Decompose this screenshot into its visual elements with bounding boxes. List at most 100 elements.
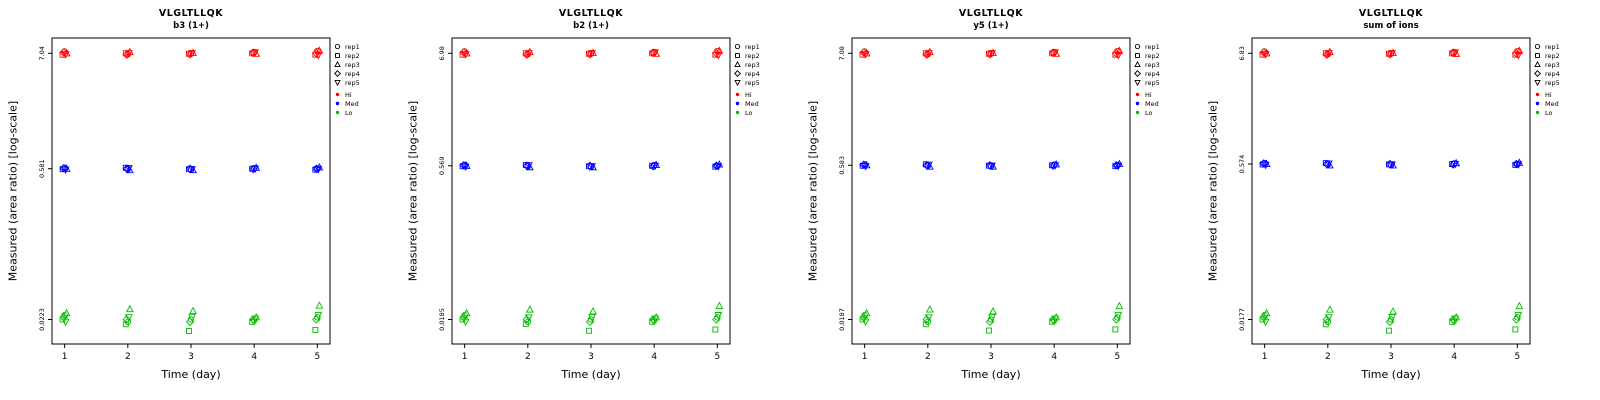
- legend-label: rep5: [1545, 78, 1560, 87]
- svg-text:3: 3: [188, 352, 194, 362]
- legend-label: Med: [345, 99, 359, 108]
- dot-icon: [1535, 110, 1540, 115]
- dot-icon: [735, 92, 740, 97]
- circle-icon: [734, 43, 741, 50]
- svg-text:2: 2: [925, 352, 931, 362]
- svg-text:4: 4: [651, 352, 657, 362]
- series-Hi: [1259, 46, 1524, 60]
- square-icon: [735, 53, 740, 58]
- legend-label: Med: [1145, 99, 1159, 108]
- square-icon: [1135, 53, 1140, 58]
- plot-legend: rep1 rep2 rep3 rep4 rep5 Hi Med Lo: [733, 42, 760, 117]
- svg-text:7.08: 7.08: [838, 46, 846, 60]
- legend-item-hi: Hi: [1133, 90, 1160, 99]
- legend-label: Hi: [1145, 90, 1152, 99]
- dot-icon: [1135, 110, 1140, 115]
- panel-title: VLGLTLLQK: [158, 8, 224, 19]
- svg-text:0.574: 0.574: [1238, 155, 1246, 174]
- triangle-up-icon: [1534, 60, 1541, 67]
- x-axis-ticks: 1 2 3 4 5: [862, 344, 1120, 362]
- legend-label: rep4: [345, 69, 360, 78]
- diamond-icon: [334, 70, 341, 77]
- legend-item-rep1: rep1: [733, 42, 760, 51]
- legend-item-rep3: rep3: [333, 60, 360, 69]
- series-Lo: [59, 301, 324, 334]
- legend-item-rep1: rep1: [1133, 42, 1160, 51]
- dot-icon: [1135, 92, 1140, 97]
- diamond-icon: [1534, 70, 1541, 77]
- svg-text:5: 5: [1514, 352, 1520, 362]
- triangle-up-icon: [734, 60, 741, 67]
- dot-icon: [1535, 92, 1540, 97]
- svg-text:1: 1: [62, 352, 68, 362]
- circle-icon: [1134, 43, 1141, 50]
- panel-subtitle: y5 (1+): [973, 21, 1009, 31]
- y-axis-ticks: 7.08 0.583 0.0187: [838, 46, 852, 331]
- dot-icon: [335, 92, 340, 97]
- legend-label: Lo: [1545, 108, 1553, 117]
- legend-item-med: Med: [333, 99, 360, 108]
- svg-text:4: 4: [251, 352, 257, 362]
- x-axis-label: Time (day): [961, 368, 1021, 381]
- legend-label: rep1: [745, 42, 760, 51]
- legend-item-rep2: rep2: [333, 51, 360, 60]
- svg-text:0.0185: 0.0185: [438, 308, 446, 331]
- series-Med: [59, 162, 324, 175]
- svg-text:6.83: 6.83: [1238, 46, 1246, 60]
- legend-item-rep5: rep5: [1133, 78, 1160, 87]
- svg-text:1: 1: [462, 352, 468, 362]
- legend-label: rep5: [345, 78, 360, 87]
- legend-label: rep3: [1545, 60, 1560, 69]
- plot-legend: rep1 rep2 rep3 rep4 rep5 Hi Med Lo: [333, 42, 360, 117]
- legend-item-lo: Lo: [733, 108, 760, 117]
- panel-b2-1plus: VLGLTLLQK b2 (1+) Measured (area ratio) …: [400, 0, 800, 400]
- svg-text:6.98: 6.98: [438, 46, 446, 60]
- x-axis-ticks: 1 2 3 4 5: [462, 344, 720, 362]
- y-axis-ticks: 6.98 0.569 0.0185: [438, 46, 452, 331]
- svg-text:2: 2: [125, 352, 131, 362]
- legend-item-hi: Hi: [333, 90, 360, 99]
- dot-icon: [335, 101, 340, 106]
- legend-label: Hi: [745, 90, 752, 99]
- legend-item-rep4: rep4: [333, 69, 360, 78]
- svg-text:0.0187: 0.0187: [838, 308, 846, 331]
- x-axis-label: Time (day): [561, 368, 621, 381]
- svg-text:2: 2: [1325, 352, 1331, 362]
- legend-item-rep4: rep4: [1133, 69, 1160, 78]
- svg-text:5: 5: [1114, 352, 1120, 362]
- square-icon: [1535, 53, 1540, 58]
- series-Lo: [1259, 301, 1524, 334]
- legend-label: rep2: [745, 51, 760, 60]
- panel-title: VLGLTLLQK: [958, 8, 1024, 19]
- y-axis-ticks: 7.04 0.581 0.0223: [38, 46, 52, 331]
- legend-label: rep3: [1145, 60, 1160, 69]
- dot-icon: [1135, 101, 1140, 106]
- square-icon: [335, 53, 340, 58]
- plot-area: 1 2 3 4 5 6.83 0.574 0.0177: [1238, 37, 1531, 362]
- legend-item-rep4: rep4: [1533, 69, 1560, 78]
- triangle-down-icon: [1534, 80, 1541, 87]
- series-Hi: [459, 46, 724, 60]
- svg-text:5: 5: [314, 352, 320, 362]
- panel-title: VLGLTLLQK: [1358, 8, 1424, 19]
- legend-item-hi: Hi: [733, 90, 760, 99]
- legend-item-lo: Lo: [333, 108, 360, 117]
- circle-icon: [1534, 43, 1541, 50]
- svg-text:7.04: 7.04: [38, 46, 46, 60]
- legend-label: rep5: [1145, 78, 1160, 87]
- svg-text:3: 3: [588, 352, 594, 362]
- panel-sum-of-ions: VLGLTLLQK sum of ions Measured (area rat…: [1200, 0, 1600, 400]
- triangle-up-icon: [1134, 60, 1141, 67]
- svg-text:4: 4: [1451, 352, 1457, 362]
- legend-item-rep5: rep5: [733, 78, 760, 87]
- legend-label: Lo: [745, 108, 753, 117]
- series-Med: [1259, 158, 1524, 170]
- legend-item-rep2: rep2: [1133, 51, 1160, 60]
- series-Hi: [59, 46, 324, 60]
- svg-text:3: 3: [1388, 352, 1394, 362]
- dot-icon: [335, 110, 340, 115]
- legend-label: rep5: [745, 78, 760, 87]
- plot-legend: rep1 rep2 rep3 rep4 rep5 Hi Med Lo: [1133, 42, 1160, 117]
- legend-item-rep5: rep5: [333, 78, 360, 87]
